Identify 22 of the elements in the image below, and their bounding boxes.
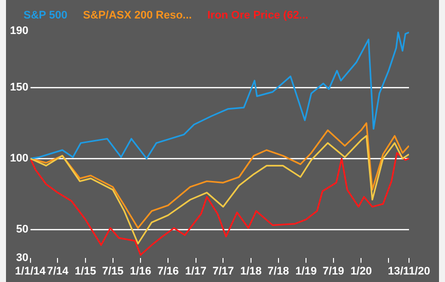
x-tick-label: 7/19: [322, 265, 344, 278]
x-tick-label: 1/18: [240, 265, 262, 278]
x-tick-label: 1/16: [130, 265, 152, 278]
y-tick-label: 30: [16, 252, 28, 264]
text: Iron Ore Price (62...: [207, 10, 308, 22]
y-tick-label: 190: [10, 25, 28, 38]
x-tick-label: 1/19: [295, 265, 317, 278]
x-tick-label: 13/11/20: [388, 265, 430, 278]
x-tick-label: 7/17: [212, 265, 234, 278]
text: S&P 500: [24, 10, 68, 22]
y-tick-label: 50: [16, 223, 28, 236]
y-tick-label: 150: [10, 82, 28, 94]
x-tick-label: 1/1/14: [15, 265, 47, 278]
x-tick-label: 7/14: [46, 265, 70, 278]
x-tick-label: 7/16: [157, 265, 179, 278]
x-tick-label: 1/15: [74, 265, 96, 278]
text: S&P/ASX 200 Reso...: [83, 10, 192, 22]
x-tick-label: 7/15: [102, 265, 124, 278]
x-tick-label: 1/17: [185, 265, 207, 278]
x-tick-label: 7/18: [268, 265, 289, 278]
y-tick-label: 100: [10, 152, 28, 165]
x-tick-label: 1/20: [350, 265, 372, 278]
